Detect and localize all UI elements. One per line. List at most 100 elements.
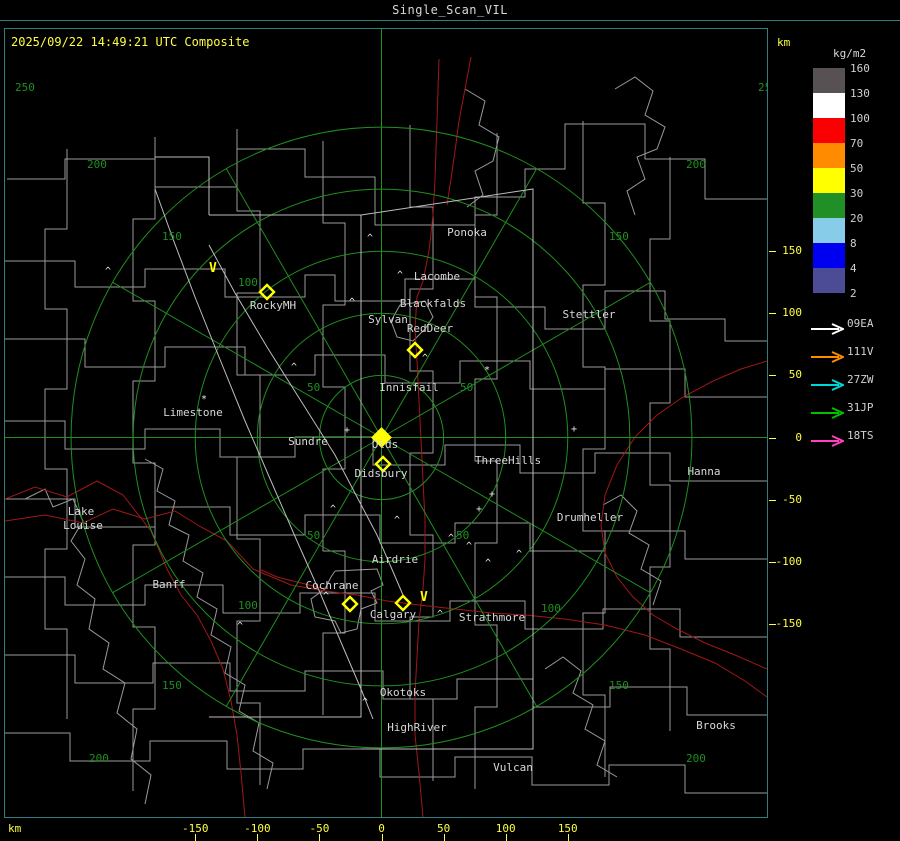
map-point-marker: ^ <box>330 504 336 515</box>
map-point-marker: ^ <box>397 270 403 281</box>
highway-layer <box>5 56 767 817</box>
city-label: Didsbury <box>355 467 408 480</box>
colorbar-tick-label: 20 <box>850 212 864 225</box>
colorbar-tick-label: 30 <box>850 187 864 200</box>
city-label: Limestone <box>163 406 223 419</box>
city-label: Banff <box>152 578 185 591</box>
x-axis-tick-label: 100 <box>495 822 516 835</box>
city-label: Sundre <box>288 435 328 448</box>
colorbar-swatch[interactable] <box>813 268 845 293</box>
city-label: Olds <box>372 438 399 451</box>
range-ring-label: 250 <box>758 81 767 94</box>
colorbar-tick-label: 130 <box>850 87 870 100</box>
colorbar-swatch[interactable] <box>813 218 845 243</box>
colorbar-swatch[interactable] <box>813 143 845 168</box>
colorbar-swatch[interactable] <box>813 193 845 218</box>
colorbar-tick-label: 8 <box>850 237 857 250</box>
map-point-marker: + <box>571 424 577 435</box>
city-label: Sylvan <box>368 313 408 326</box>
map-point-marker: ^ <box>349 297 355 308</box>
range-ring-label: 200 <box>87 158 107 171</box>
storm-track-id-label: 18TS <box>847 429 874 442</box>
storm-track-id-label: 27ZW <box>847 373 874 386</box>
storm-cell-markers-layer[interactable]: VV <box>209 261 428 613</box>
range-ring-labels-layer: 2502502002001501501001005050505010010015… <box>15 81 767 765</box>
storm-cell-marker[interactable] <box>406 341 424 359</box>
radar-site-marker[interactable] <box>371 427 392 448</box>
city-label: Stettler <box>563 308 616 321</box>
range-ring-label: 150 <box>162 679 182 692</box>
city-label: Strathmore <box>459 611 525 624</box>
colorbar-swatch[interactable] <box>813 243 845 268</box>
colorbar-swatch[interactable] <box>813 68 845 93</box>
map-point-marker: ^ <box>362 697 368 708</box>
y-axis-tick-label: -100 <box>775 554 803 568</box>
y-axis-tick <box>769 375 776 377</box>
city-label: Innisfail <box>379 381 439 394</box>
y-axis-unit-label: km <box>777 36 791 49</box>
colorbar-tick-label: 2 <box>850 287 857 300</box>
city-label: Blackfalds <box>400 297 466 310</box>
city-label: HighRiver <box>387 721 447 734</box>
map-point-marker: ^ <box>323 591 329 602</box>
y-axis-tick <box>769 251 776 253</box>
y-axis-tick <box>769 561 776 563</box>
map-point-marker: ^ <box>291 362 297 373</box>
storm-cell-vee-marker[interactable]: V <box>209 261 217 276</box>
map-point-marker: * <box>201 394 207 405</box>
map-point-marker: ^ <box>237 621 243 632</box>
city-label: Lacombe <box>414 270 460 283</box>
colorbar-swatch[interactable] <box>813 168 845 193</box>
y-axis-tick-label: -150 <box>775 616 803 630</box>
map-point-marker: + <box>344 425 350 436</box>
colorbar-tick-label: 50 <box>850 162 864 175</box>
colorbar-tick-label: 70 <box>850 137 864 150</box>
map-point-marker: ^ <box>437 609 443 620</box>
storm-track-arrow-icon <box>810 432 846 447</box>
range-ring-label: 50 <box>460 381 473 394</box>
range-ring-label: 150 <box>162 230 182 243</box>
map-point-marker: ^ <box>422 353 428 364</box>
city-label: Brooks <box>696 719 736 732</box>
map-point-marker: + <box>489 489 495 500</box>
x-axis-tick <box>257 834 259 841</box>
city-label: Cochrane <box>306 579 359 592</box>
colorbar-swatch[interactable] <box>813 93 845 118</box>
range-ring-label: 100 <box>541 602 561 615</box>
storm-track-id-label: 111V <box>847 345 874 358</box>
city-label: Hanna <box>687 465 720 478</box>
y-axis-tick-label: -50 <box>782 492 802 506</box>
storm-cell-marker[interactable] <box>394 594 412 612</box>
window-title: Single_Scan_VIL <box>392 3 508 17</box>
city-label: Lake <box>68 505 95 518</box>
colorbar-tick-label: 100 <box>850 112 870 125</box>
radar-plot-panel[interactable]: 2025/09/22 14:49:21 UTC Composite 250 250… <box>4 28 768 818</box>
storm-cell-marker[interactable] <box>374 455 392 473</box>
city-label: Ponoka <box>447 226 487 239</box>
flight-track-layer <box>154 156 534 750</box>
range-ring-label: 200 <box>686 752 706 765</box>
colorbar-swatch[interactable] <box>813 118 845 143</box>
y-axis-tick <box>769 313 776 315</box>
x-axis-tick <box>443 834 445 841</box>
radar-map-canvas[interactable]: 2502502002001501501001005050505010010015… <box>5 29 767 817</box>
city-label: Louise <box>63 519 103 532</box>
storm-cell-marker[interactable] <box>258 283 276 301</box>
map-point-marker: ^ <box>466 541 472 552</box>
x-axis-tick <box>381 834 383 841</box>
colorbar-tick-label: 4 <box>850 262 857 275</box>
point-markers-layer: ^ ^ ^ ^ ^ ^ * * + + + + ^ ^ ^ ^ ^ ^ ^ ^ ^ ^ <box>105 233 577 708</box>
map-point-marker: ^ <box>448 533 454 544</box>
y-axis-tick <box>769 499 776 501</box>
map-point-marker: ^ <box>394 515 400 526</box>
colorbar-unit-label: kg/m2 <box>833 47 867 60</box>
storm-track-arrow-icon <box>810 404 846 419</box>
x-axis-tick-label: -50 <box>309 822 330 835</box>
storm-cell-marker[interactable] <box>341 595 359 613</box>
y-axis-tick-label: 150 <box>782 244 802 258</box>
range-ring-label: 100 <box>238 599 258 612</box>
storm-cell-vee-marker[interactable]: V <box>420 590 428 605</box>
city-label: ThreeHills <box>475 454 541 467</box>
map-point-marker: + <box>476 504 482 515</box>
